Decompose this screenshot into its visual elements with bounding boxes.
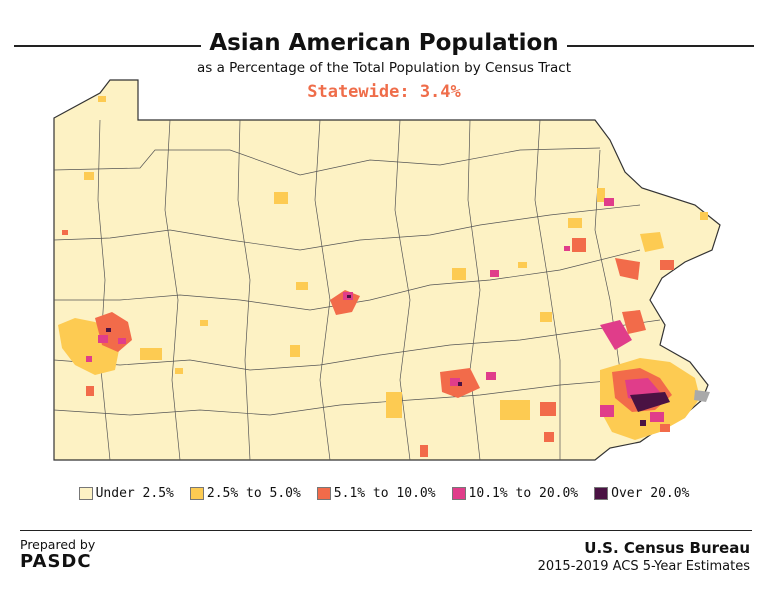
legend-item-2-5-to-5: 2.5% to 5.0% <box>189 486 301 501</box>
highlighted-tracts <box>58 96 710 457</box>
legend-label: 10.1% to 20.0% <box>468 486 579 501</box>
organization-name: PASDC <box>20 551 92 572</box>
footer-rule <box>20 530 752 531</box>
legend-label: Over 20.0% <box>611 486 690 501</box>
legend-label: Under 2.5% <box>95 486 174 501</box>
map-title: Asian American Population <box>0 30 768 56</box>
legend-swatch <box>189 487 204 500</box>
legend-item-5-1-to-10: 5.1% to 10.0% <box>316 486 436 501</box>
data-edition: 2015-2019 ACS 5-Year Estimates <box>537 559 750 574</box>
legend-swatch <box>316 487 331 500</box>
data-source: U.S. Census Bureau <box>584 539 750 557</box>
legend-label: 2.5% to 5.0% <box>206 486 301 501</box>
legend-label: 5.1% to 10.0% <box>333 486 436 501</box>
statewide-percentage: Statewide: 3.4% <box>307 82 461 102</box>
legend-item-10-1-to-20: 10.1% to 20.0% <box>451 486 579 501</box>
legend-swatch <box>594 487 609 500</box>
legend-swatch <box>451 487 466 500</box>
legend: Under 2.5% 2.5% to 5.0% 5.1% to 10.0% 10… <box>0 486 768 501</box>
legend-item-over-20: Over 20.0% <box>594 486 689 501</box>
legend-swatch <box>78 487 93 500</box>
map-subtitle: as a Percentage of the Total Population … <box>196 60 572 76</box>
legend-item-under-2-5: Under 2.5% <box>78 486 174 501</box>
prepared-by-label: Prepared by <box>20 537 96 552</box>
